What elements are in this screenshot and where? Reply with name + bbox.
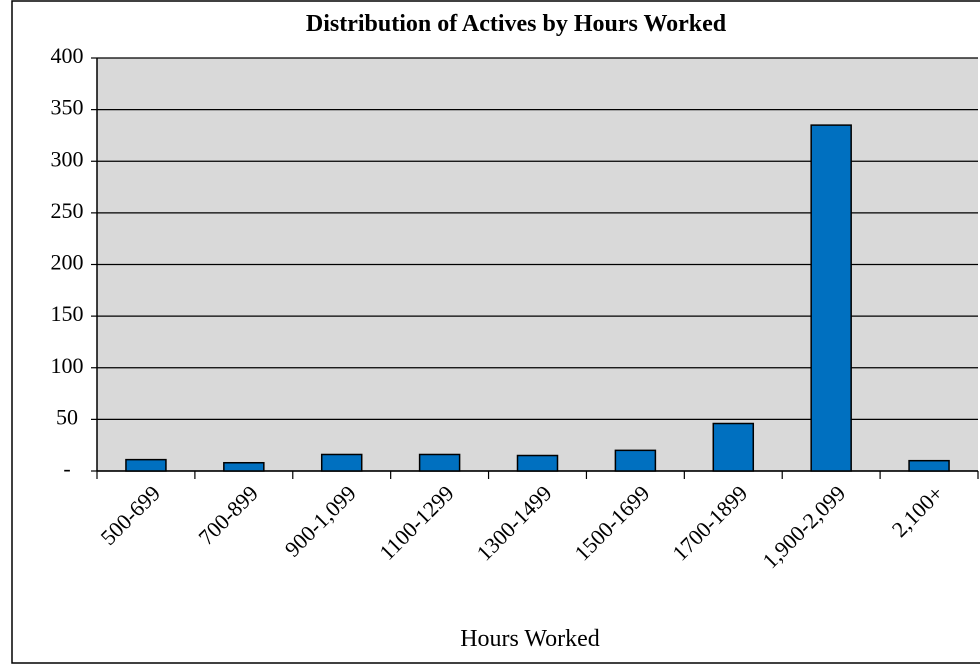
bar [712, 422, 755, 472]
bar [320, 453, 363, 472]
bar [810, 124, 852, 472]
y-tick-label: 300 [51, 146, 84, 171]
y-tick-label: 250 [51, 198, 84, 223]
y-tick-label: 50 [56, 404, 78, 429]
y-tick-label: - [63, 456, 70, 481]
y-tick-label: 200 [51, 250, 84, 275]
y-tick-label: 100 [51, 353, 84, 378]
bar [125, 458, 167, 472]
bar [908, 459, 950, 472]
chart-title: Distribution of Actives by Hours Worked [306, 11, 727, 37]
y-tick-label: 400 [51, 43, 84, 68]
bar [516, 454, 559, 472]
bar [614, 449, 657, 472]
y-tick-label: 150 [51, 301, 84, 326]
bar [223, 461, 265, 472]
bar [418, 453, 461, 472]
y-tick-label: 350 [51, 95, 84, 120]
x-axis-label: Hours Worked [460, 626, 600, 652]
